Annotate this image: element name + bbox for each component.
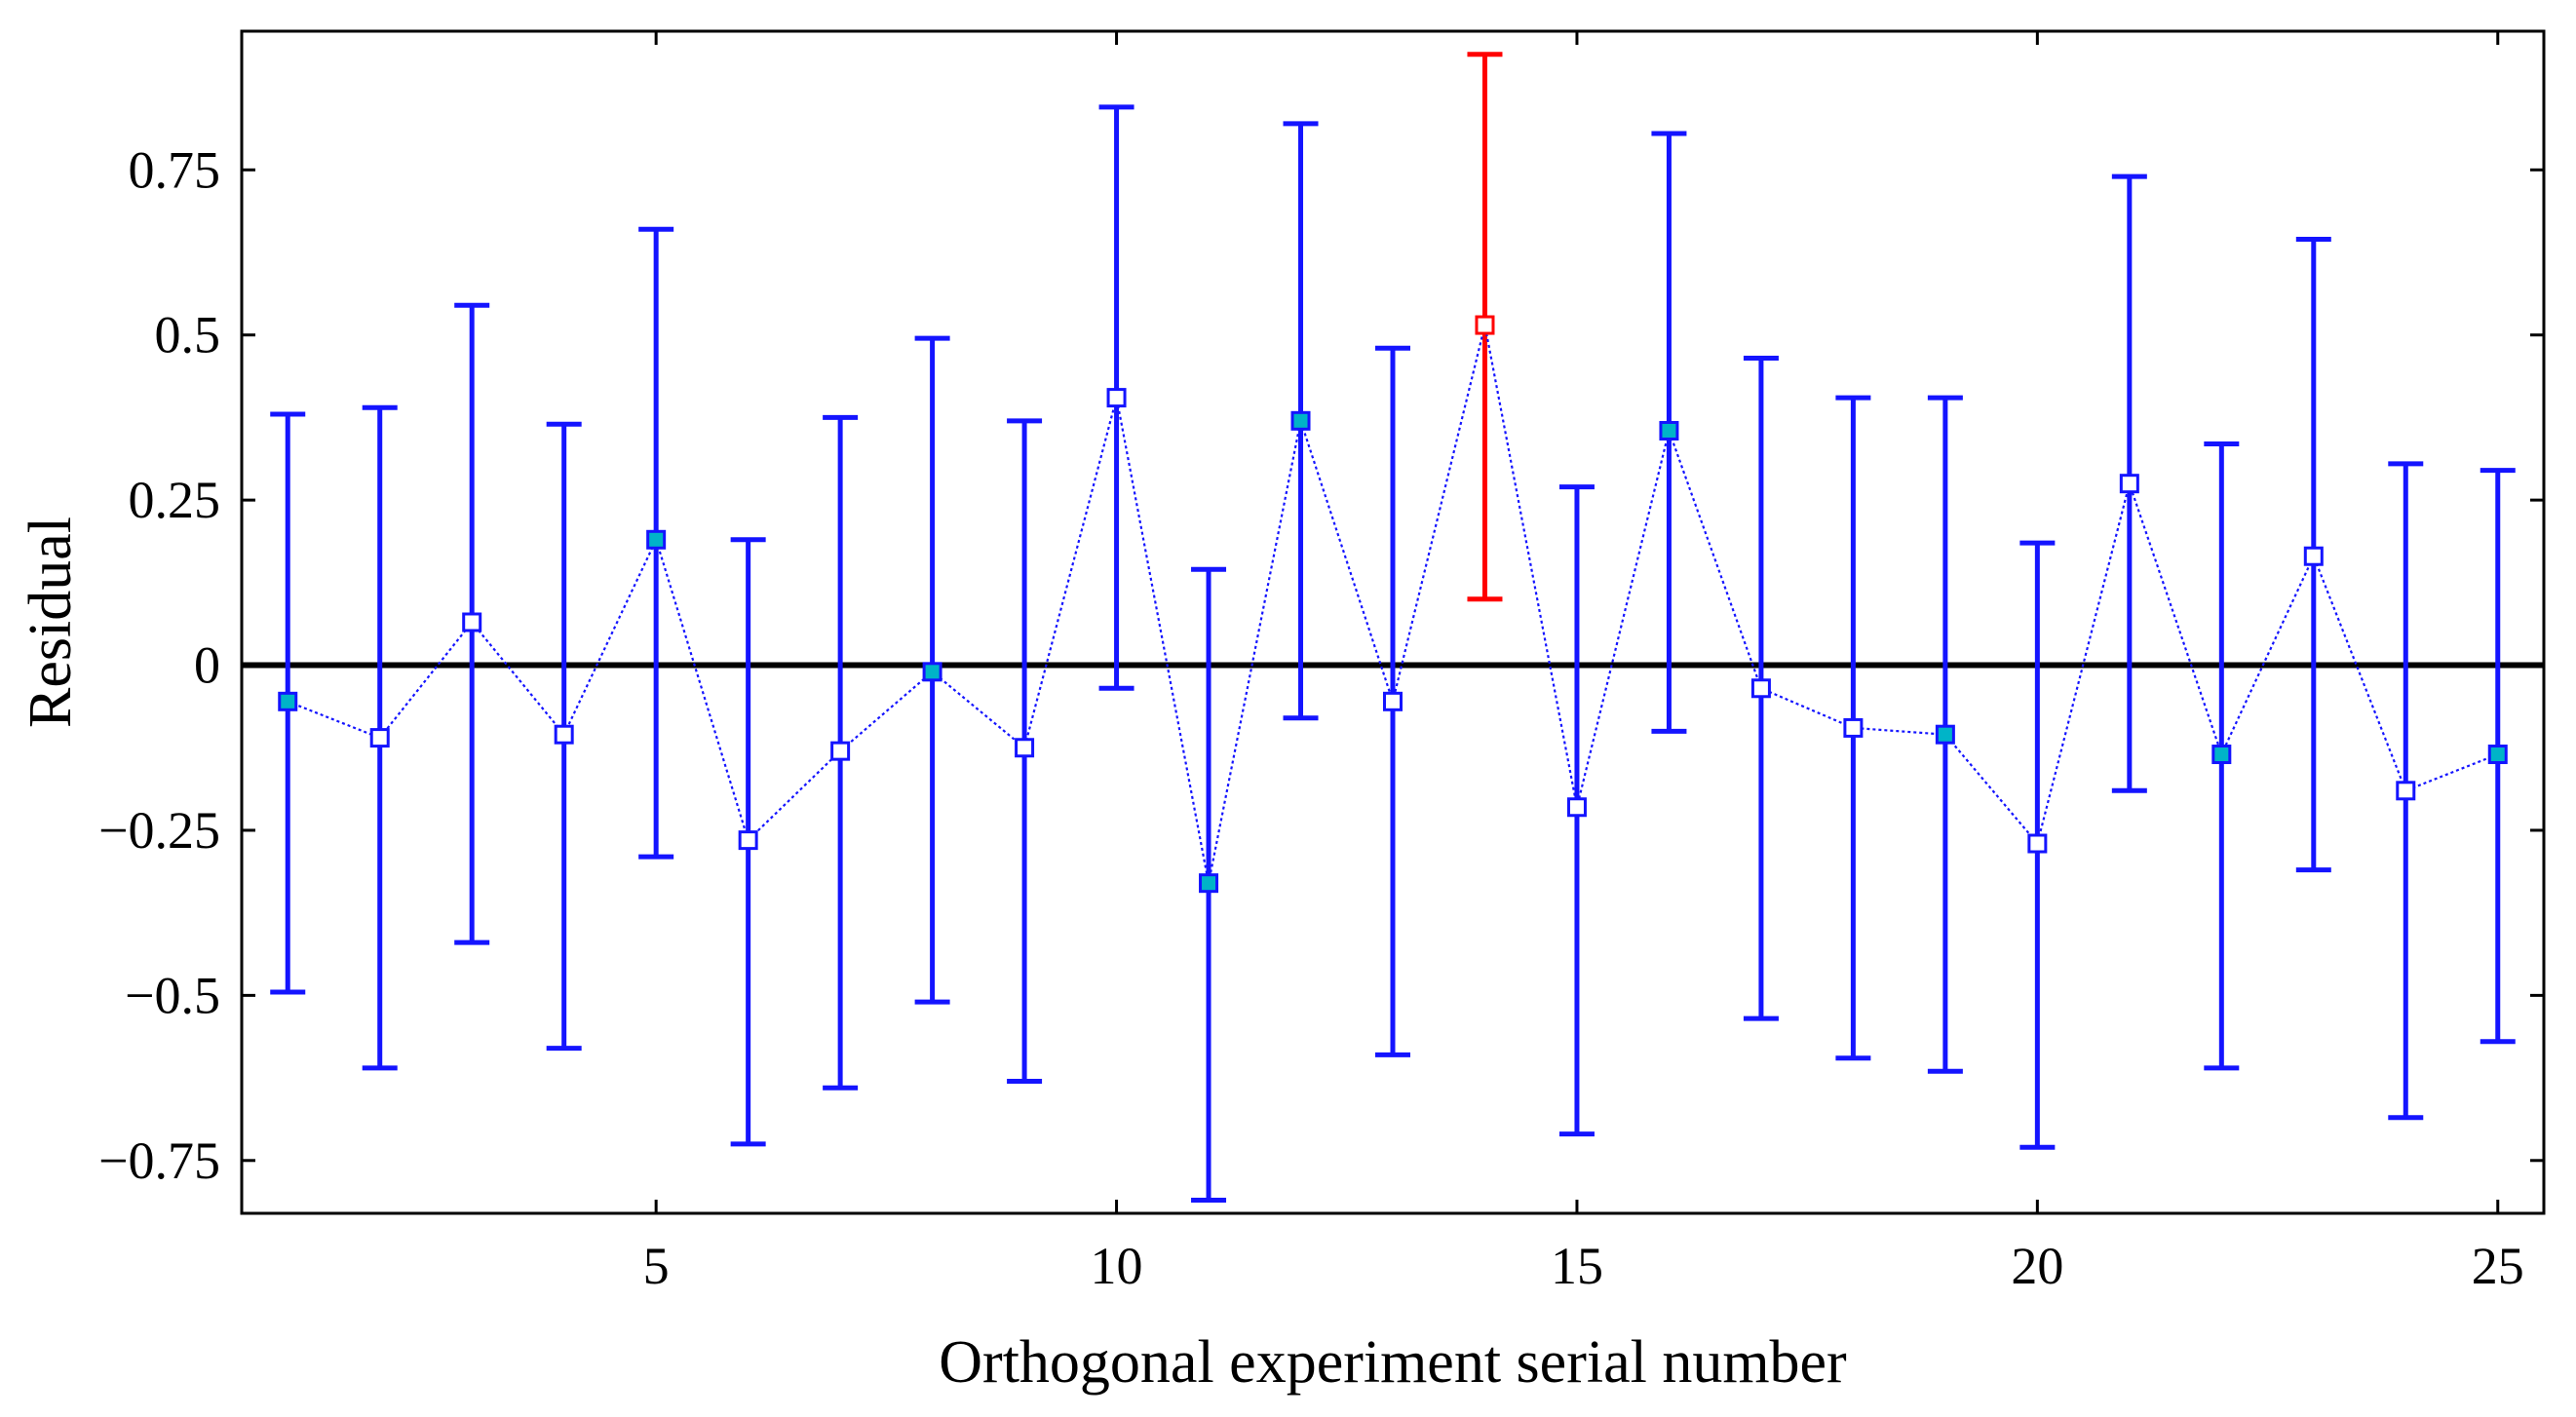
data-point-16 xyxy=(1659,420,1679,440)
data-point-22 xyxy=(2211,745,2232,765)
data-point-11 xyxy=(1199,873,1219,894)
data-point-21 xyxy=(2119,474,2139,494)
data-point-8 xyxy=(922,662,942,682)
data-point-1 xyxy=(278,691,298,711)
y-tick-label: −0.5 xyxy=(125,966,220,1024)
data-point-24 xyxy=(2396,781,2416,801)
x-tick-label: 25 xyxy=(2472,1237,2524,1295)
data-point-2 xyxy=(369,728,390,748)
y-tick-label: 0.25 xyxy=(129,471,221,529)
data-point-12 xyxy=(1290,410,1311,431)
marker-layer xyxy=(278,315,2508,894)
data-point-7 xyxy=(830,741,851,761)
data-point-10 xyxy=(1106,388,1127,408)
y-tick-label: −0.75 xyxy=(98,1131,220,1190)
x-tick-label: 15 xyxy=(1551,1237,1603,1295)
data-point-17 xyxy=(1750,678,1771,699)
data-point-19 xyxy=(1935,724,1955,745)
data-point-6 xyxy=(738,830,758,851)
data-point-18 xyxy=(1843,717,1864,738)
y-tick-label: 0.75 xyxy=(129,140,221,199)
x-axis-label: Orthogonal experiment serial number xyxy=(939,1329,1847,1396)
data-point-25 xyxy=(2487,745,2508,765)
plot-frame xyxy=(240,29,2546,1215)
data-point-4 xyxy=(554,724,574,745)
data-point-15 xyxy=(1566,797,1587,818)
tick-layer: 5 10 15 20 25 −0.75 −0.5 −0.25 0 0.25 0.5 0.75 xyxy=(98,31,2544,1295)
x-tick-label: 20 xyxy=(2011,1237,2063,1295)
data-point-3 xyxy=(462,612,482,632)
data-point-14 xyxy=(1475,315,1495,335)
plot-frame-layer xyxy=(240,29,2546,1215)
y-tick-label: 0 xyxy=(194,636,220,695)
x-tick-label: 5 xyxy=(643,1237,670,1295)
y-tick-label: 0.5 xyxy=(155,306,221,364)
data-point-23 xyxy=(2303,546,2324,566)
data-point-5 xyxy=(646,529,667,550)
x-tick-label: 10 xyxy=(1091,1237,1143,1295)
data-point-13 xyxy=(1383,691,1403,711)
y-axis-label: Residual xyxy=(18,517,84,728)
y-tick-label: −0.25 xyxy=(98,801,220,860)
data-point-9 xyxy=(1015,738,1035,758)
data-point-20 xyxy=(2027,833,2048,854)
